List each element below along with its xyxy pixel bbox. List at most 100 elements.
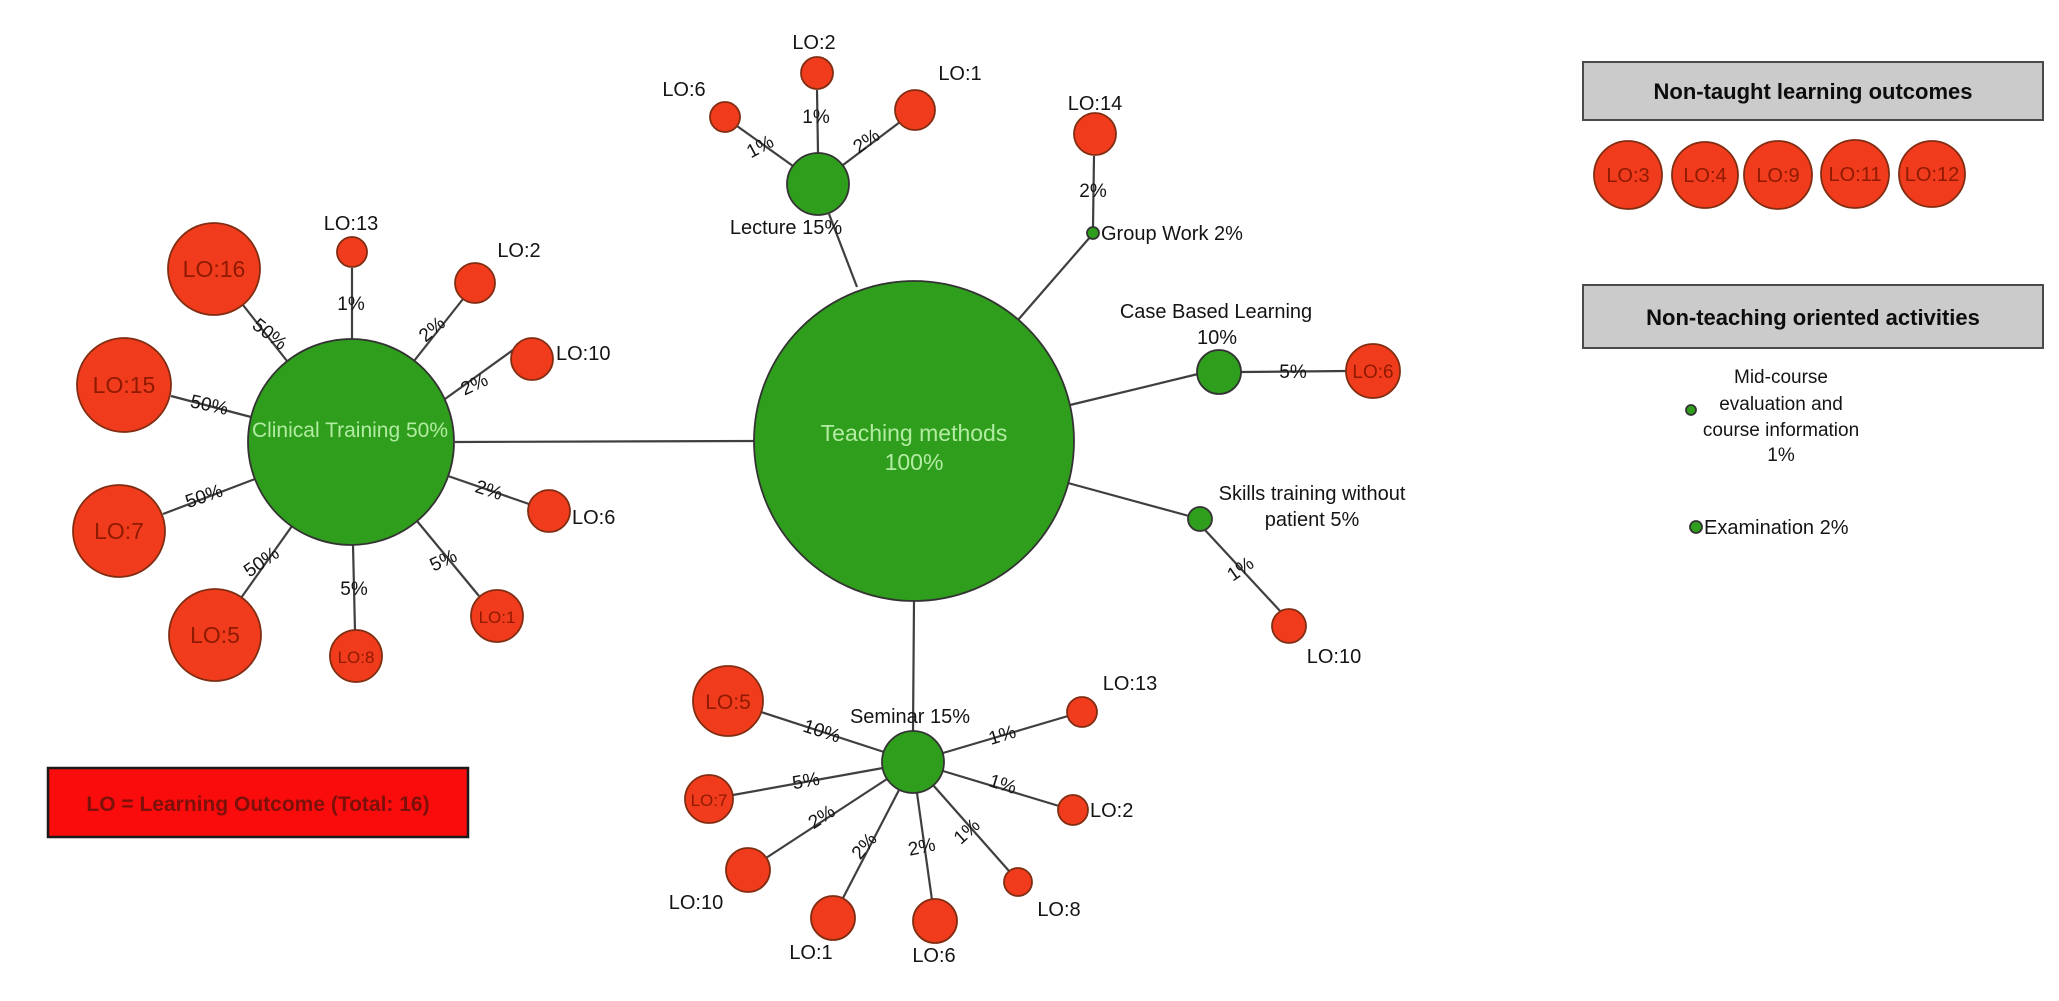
skills-lo10-label: LO:10: [1307, 646, 1361, 668]
pct-seminar-lo5: 10%: [800, 716, 843, 748]
pct-casebased-lo6: 5%: [1279, 362, 1307, 383]
outcome-inner-labels: LO:16 LO:15 LO:7 LO:5 LO:8 LO:1 LO:6 LO:…: [93, 256, 1394, 810]
note-text: LO = Learning Outcome (Total: 16): [86, 793, 429, 816]
groupwork-lo14-label: LO:14: [1068, 93, 1122, 115]
edge-root-lecture: [827, 213, 859, 288]
lecture-lo6-label: LO:6: [662, 79, 705, 101]
node-legend-lo12: [1898, 140, 1966, 208]
edge-clinical-lo6: [447, 474, 530, 506]
node-legend-lo4: [1671, 141, 1739, 209]
node-group-work: [1086, 226, 1100, 240]
legend-lo12-label: LO:12: [1905, 164, 1959, 186]
pct-lecture-lo1: 2%: [850, 125, 885, 158]
edge-seminar-lo13: [942, 714, 1069, 755]
clinical-lo6-label: LO:6: [572, 507, 615, 529]
node-seminar-lo10: [725, 847, 771, 893]
node-skills-lo10: [1271, 608, 1307, 644]
edges: [162, 89, 1348, 901]
node-legend-lo11: [1820, 139, 1890, 209]
clinical-training-label: Clinical Training 50%: [252, 419, 448, 442]
node-legend-lo3: [1593, 140, 1663, 210]
edge-skills-lo10: [1204, 529, 1282, 613]
node-lecture-lo6: [709, 101, 741, 133]
edge-groupwork-lo14: [1091, 155, 1096, 228]
edge-clinical-lo15: [170, 394, 252, 419]
pct-lecture-lo2: 1%: [802, 107, 830, 128]
seminar-lo2-label: LO:2: [1090, 800, 1133, 822]
edge-lecture-lo6: [736, 125, 794, 167]
node-lecture-lo2: [800, 56, 834, 90]
node-teaching-methods: [753, 280, 1075, 602]
seminar-lo5-label: LO:5: [705, 691, 751, 714]
node-mid-course-dot: [1685, 404, 1697, 416]
node-clinical-lo10: [510, 337, 554, 381]
pct-lecture-lo6: 1%: [743, 131, 777, 162]
casebased-lo6-label: LO:6: [1352, 362, 1393, 383]
edge-seminar-lo7: [732, 766, 884, 797]
examination-label: Examination 2%: [1704, 517, 1849, 539]
pct-seminar-lo13: 1%: [986, 722, 1019, 750]
clinical-lo1-label: LO:1: [479, 608, 516, 627]
node-clinical-lo1: [470, 589, 524, 643]
edge-clinical-lo10: [444, 349, 514, 400]
edge-root-clinical: [454, 439, 755, 444]
mid-course-line2: evaluation and: [1719, 394, 1843, 415]
lecture-lo2-label: LO:2: [792, 32, 835, 54]
clinical-lo7-label: LO:7: [94, 518, 144, 544]
legend-lo3-label: LO:3: [1606, 165, 1649, 187]
node-clinical-lo7: [72, 484, 166, 578]
node-seminar-lo7: [684, 774, 734, 824]
node-case-based-learning: [1196, 349, 1242, 395]
edge-root-case-based: [1069, 372, 1199, 407]
edge-seminar-lo2: [942, 769, 1060, 808]
lecture-label: Lecture 15%: [730, 217, 843, 239]
pct-seminar-lo2: 1%: [986, 771, 1019, 799]
seminar-lo8-label: LO:8: [1037, 899, 1080, 921]
node-groupwork-lo14: [1073, 112, 1117, 156]
teaching-methods-label-line1: Teaching methods: [821, 420, 1008, 446]
activity-labels: Teaching methods 100% Clinical Training …: [252, 217, 1406, 728]
edge-lecture-lo2: [815, 89, 820, 154]
edge-clinical-lo2: [413, 298, 464, 362]
note-box: [46, 766, 470, 839]
edge-seminar-lo1: [842, 789, 900, 899]
node-seminar-lo5: [692, 665, 764, 737]
mid-course-line3: course information: [1703, 420, 1859, 441]
node-legend-lo9: [1743, 140, 1813, 210]
node-clinical-lo16: [167, 222, 261, 316]
edge-casebased-lo6: [1240, 369, 1348, 374]
clinical-lo2-label: LO:2: [497, 240, 540, 262]
node-seminar-lo2: [1057, 794, 1089, 826]
group-work-label: Group Work 2%: [1101, 223, 1243, 245]
edge-root-skills: [1067, 481, 1190, 518]
edge-seminar-lo10: [765, 778, 888, 859]
node-clinical-training: [247, 338, 455, 546]
seminar-lo10-label: LO:10: [669, 892, 723, 914]
skills-label-line1: Skills training without: [1219, 483, 1406, 505]
seminar-lo1-label: LO:1: [789, 942, 832, 964]
seminar-lo6-label: LO:6: [912, 945, 955, 967]
node-clinical-lo6: [527, 489, 571, 533]
pct-clinical-lo2: 2%: [415, 313, 450, 347]
node-seminar-lo13: [1066, 696, 1098, 728]
node-clinical-lo13: [336, 236, 368, 268]
case-based-pct: 10%: [1197, 327, 1237, 349]
edge-seminar-lo5: [760, 710, 885, 754]
legend-non-teaching: Non-teaching oriented activities Mid-cou…: [1582, 284, 2044, 539]
pct-seminar-lo7: 5%: [791, 769, 822, 794]
node-examination-dot: [1689, 520, 1703, 534]
case-based-label: Case Based Learning: [1120, 301, 1312, 323]
node-lecture-lo1: [894, 89, 936, 131]
pct-clinical-lo6: 2%: [472, 477, 505, 505]
edge-clinical-lo1: [416, 520, 480, 597]
clinical-lo16-label: LO:16: [183, 256, 246, 282]
node-clinical-lo2: [454, 262, 496, 304]
seminar-lo7-label: LO:7: [691, 791, 728, 810]
node-seminar-lo1: [810, 895, 856, 941]
legend-non-teaching-title: Non-teaching oriented activities: [1646, 305, 1980, 330]
edge-seminar-lo6: [915, 792, 934, 901]
node-skills-training: [1187, 506, 1213, 532]
outcome-outer-labels: LO:6 LO:2 LO:1 LO:14 LO:10 LO:10 LO:1 LO…: [324, 32, 1361, 967]
edge-root-group-work: [1017, 235, 1092, 321]
